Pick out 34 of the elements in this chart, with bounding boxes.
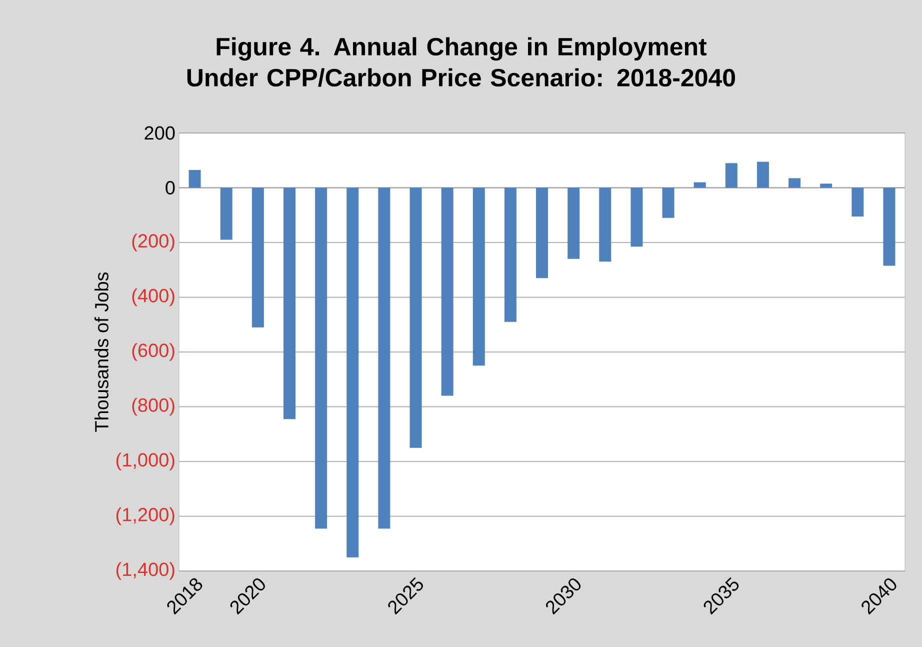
bar — [315, 188, 328, 529]
y-tick-label: 200 — [144, 126, 175, 140]
bar — [568, 188, 580, 259]
y-tick-label: (800) — [132, 398, 174, 416]
bar — [504, 188, 516, 322]
bar — [472, 188, 485, 366]
bar — [852, 188, 864, 216]
bar — [599, 188, 612, 262]
y-tick-label: (1,400) — [116, 562, 174, 580]
bar — [220, 188, 232, 240]
bar — [346, 188, 359, 558]
bar — [756, 162, 769, 188]
bar — [883, 188, 896, 266]
bar — [630, 188, 643, 247]
y-tick-label: (400) — [132, 288, 174, 306]
y-tick-label: (600) — [132, 343, 174, 361]
bar — [662, 188, 674, 218]
bar — [536, 188, 548, 278]
y-tick-label: (1,000) — [116, 452, 174, 470]
bar — [820, 184, 832, 188]
y-tick-label: (1,200) — [116, 507, 174, 526]
bar — [788, 178, 801, 188]
bar — [725, 163, 738, 188]
y-tick-label: (200) — [132, 234, 174, 252]
y-axis-title: Thousands of Jobs — [94, 272, 108, 432]
bar — [441, 188, 454, 396]
bar — [378, 188, 390, 529]
bar — [694, 182, 706, 188]
bar — [252, 188, 264, 328]
chart-title: Figure 4. Annual Change in Employment Under CPP/Carbon Price Scenario: 2018-2040 — [187, 37, 736, 87]
y-tick-label: 0 — [166, 181, 175, 194]
bar — [283, 188, 296, 420]
bar — [410, 188, 422, 448]
bar — [188, 170, 201, 188]
